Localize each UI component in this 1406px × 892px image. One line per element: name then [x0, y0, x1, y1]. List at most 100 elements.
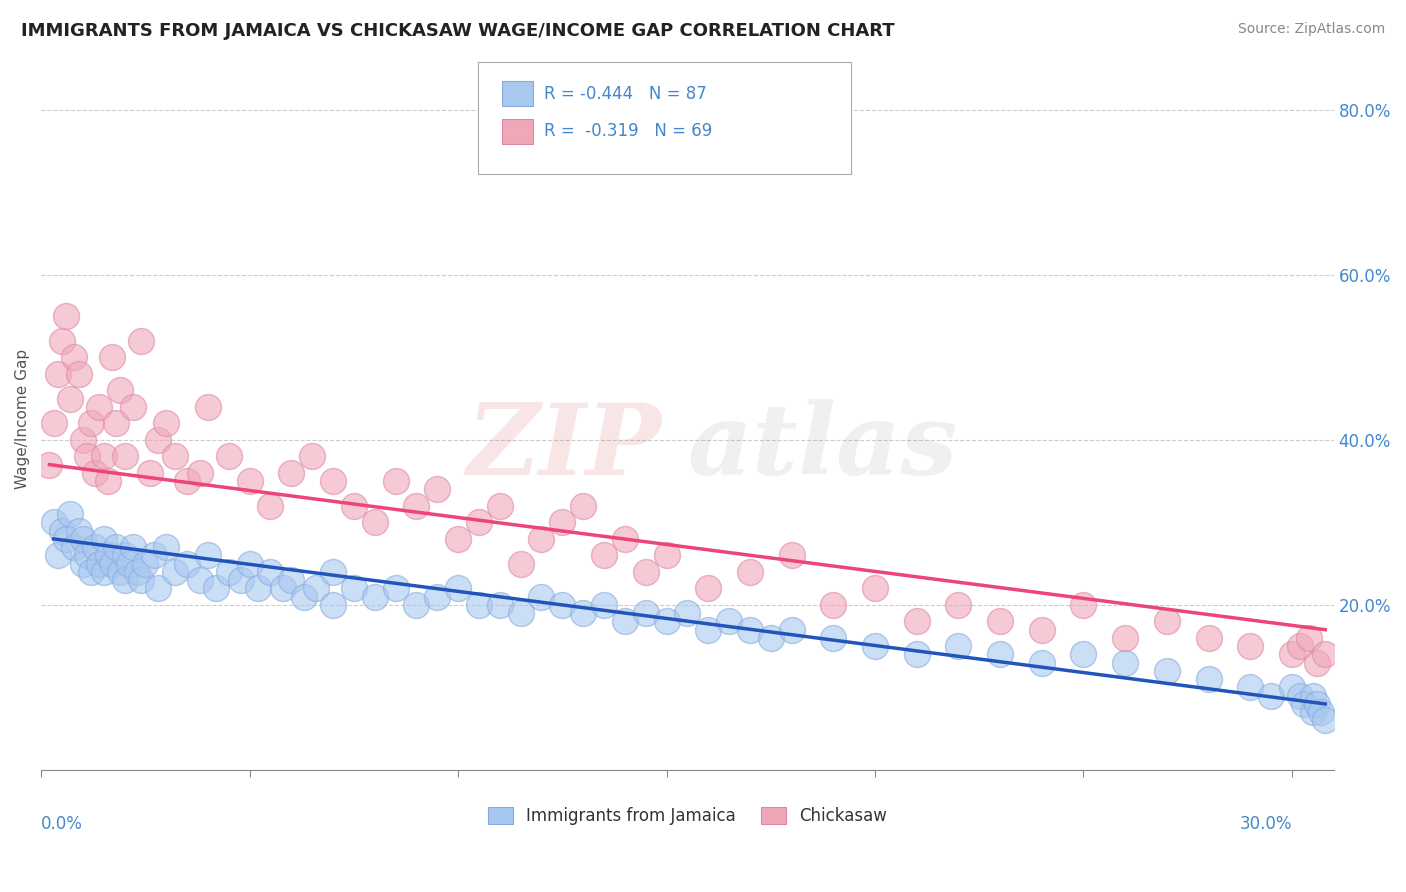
Legend: Immigrants from Jamaica, Chickasaw: Immigrants from Jamaica, Chickasaw [481, 800, 894, 831]
Point [89, 557, 111, 571]
Point [51, 524, 73, 538]
Point [1260, 689, 1282, 703]
Point [105, 417, 128, 431]
Point [67, 367, 90, 381]
Point [322, 565, 344, 579]
Point [301, 450, 323, 464]
Point [1198, 631, 1220, 645]
Point [93, 450, 115, 464]
Point [738, 623, 761, 637]
Point [1298, 631, 1320, 645]
Point [1310, 705, 1333, 719]
Point [551, 598, 574, 612]
Point [89, 400, 111, 414]
Point [948, 598, 970, 612]
Point [343, 582, 366, 596]
Point [46, 367, 69, 381]
Point [134, 557, 156, 571]
Point [823, 598, 845, 612]
Point [118, 557, 141, 571]
Point [426, 590, 449, 604]
Point [384, 474, 406, 488]
Point [138, 466, 160, 480]
Point [72, 433, 94, 447]
Point [42, 417, 65, 431]
Point [246, 582, 269, 596]
Point [110, 384, 132, 398]
Point [176, 474, 198, 488]
Point [176, 557, 198, 571]
Point [239, 474, 262, 488]
Point [572, 606, 595, 620]
Point [1031, 623, 1053, 637]
Point [129, 334, 152, 348]
Point [121, 400, 143, 414]
Text: R = -0.444   N = 87: R = -0.444 N = 87 [544, 85, 707, 103]
Point [93, 565, 115, 579]
Point [188, 466, 211, 480]
Point [218, 565, 240, 579]
Point [292, 590, 315, 604]
Point [530, 590, 553, 604]
Point [488, 598, 510, 612]
Point [1073, 648, 1095, 662]
Point [1281, 681, 1303, 695]
Point [738, 565, 761, 579]
Point [72, 532, 94, 546]
Point [405, 598, 427, 612]
Point [231, 573, 253, 587]
Point [447, 582, 470, 596]
Point [72, 557, 94, 571]
Point [51, 334, 73, 348]
Point [59, 392, 82, 406]
Point [163, 450, 186, 464]
Point [905, 615, 928, 629]
Point [1289, 639, 1312, 653]
Point [271, 582, 294, 596]
Point [593, 549, 616, 563]
Point [97, 549, 120, 563]
Point [1302, 705, 1324, 719]
Text: 30.0%: 30.0% [1240, 815, 1292, 833]
Y-axis label: Wage/Income Gap: Wage/Income Gap [15, 349, 30, 490]
Point [114, 549, 136, 563]
Point [988, 648, 1011, 662]
Point [634, 565, 657, 579]
Point [163, 565, 186, 579]
Point [1156, 615, 1178, 629]
Point [93, 532, 115, 546]
Point [55, 532, 77, 546]
Point [343, 499, 366, 513]
Point [1289, 689, 1312, 703]
Point [80, 417, 103, 431]
Point [205, 582, 228, 596]
Point [259, 565, 281, 579]
Point [114, 573, 136, 587]
Point [468, 598, 491, 612]
Point [613, 615, 636, 629]
Point [1306, 656, 1329, 670]
Point [67, 524, 90, 538]
Point [823, 631, 845, 645]
Point [759, 631, 782, 645]
Point [697, 623, 720, 637]
Point [188, 573, 211, 587]
Point [239, 557, 262, 571]
Text: R =  -0.319   N = 69: R = -0.319 N = 69 [544, 122, 713, 140]
Point [197, 549, 219, 563]
Point [305, 582, 328, 596]
Point [697, 582, 720, 596]
Point [509, 557, 531, 571]
Point [1294, 697, 1316, 711]
Point [863, 582, 886, 596]
Point [1281, 648, 1303, 662]
Point [76, 549, 98, 563]
Point [572, 499, 595, 513]
Point [1198, 672, 1220, 686]
Point [197, 400, 219, 414]
Text: 0.0%: 0.0% [41, 815, 83, 833]
Point [905, 648, 928, 662]
Point [488, 499, 510, 513]
Point [84, 466, 107, 480]
Point [55, 309, 77, 323]
